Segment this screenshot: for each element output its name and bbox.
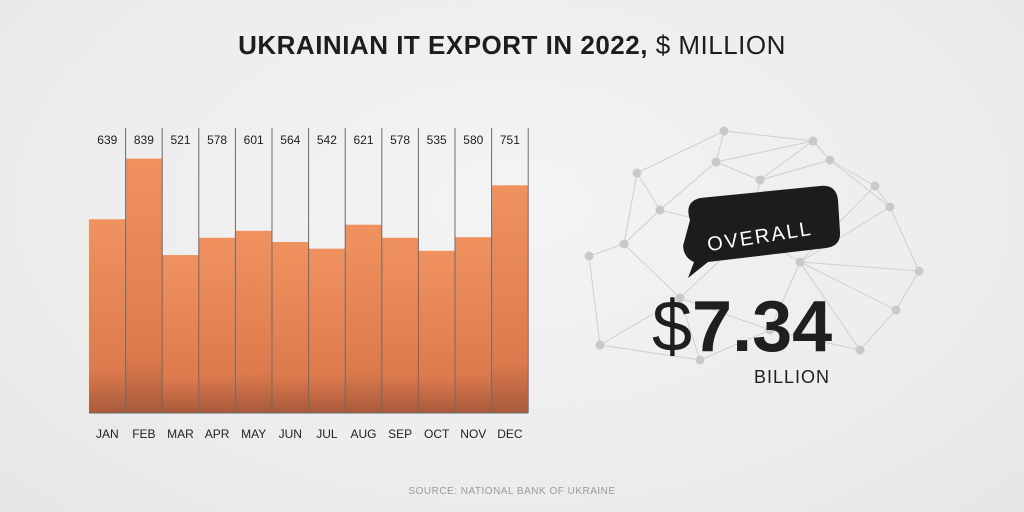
globe-node [595,340,605,350]
bar-feb [125,158,163,413]
x-tick-label: MAR [167,427,194,441]
globe-node [695,355,705,365]
bar-jan [89,219,126,413]
total-currency: $ [652,287,693,367]
data-label: 535 [427,133,447,147]
bar-nov [455,237,492,413]
bar-apr [198,237,236,413]
globe-edge [715,140,814,163]
bar-oct [418,250,455,413]
globe-edge [769,261,801,331]
data-label: 578 [390,133,410,147]
globe-node [584,251,594,261]
globe-node [870,181,880,191]
bar-sep [381,237,419,413]
data-label: 580 [463,133,483,147]
globe-edge [588,255,601,346]
total-value: $7.34 [652,286,832,368]
data-label: 751 [500,133,520,147]
globe-edge [623,172,638,245]
globe-edge [769,329,861,351]
globe-node [632,168,642,178]
x-tick-label: JUN [279,427,302,441]
globe-edge [759,140,814,181]
globe-node [719,126,729,136]
globe-edge [895,270,920,311]
total-unit: BILLION [754,367,831,387]
chart-title: UKRAINIAN IT EXPORT IN 2022, $ MILLION [0,30,1024,61]
data-label: 621 [353,133,373,147]
bar-jul [308,248,346,413]
globe-edge [623,209,661,245]
data-label: 601 [244,133,264,147]
globe-edge [759,159,831,181]
bar-may [235,230,272,413]
globe-edge [623,243,681,299]
bar-jun [272,242,309,413]
total-number: 7.34 [692,287,833,367]
globe-edge [715,161,761,181]
x-tick-label: JUL [316,427,338,441]
bar-aug [345,224,382,413]
globe-node [795,257,805,267]
globe-edge [859,309,897,351]
data-label: 578 [207,133,227,147]
globe-edge [636,172,661,211]
data-label: 839 [134,133,154,147]
globe-edge [659,161,717,211]
globe-node [711,157,721,167]
globe-edge [723,130,814,142]
globe-edge [599,297,681,346]
x-tick-label: MAY [241,427,266,441]
globe-node [675,293,685,303]
data-label: 542 [317,133,337,147]
globe-node [891,305,901,315]
globe-edge [715,130,725,163]
globe-edge [588,243,625,257]
globe-edge [799,261,920,272]
globe-node [914,266,924,276]
globe-edge [829,159,876,187]
globe-node [655,205,665,215]
globe-node [825,155,835,165]
globe-node [855,345,865,355]
globe-node [808,136,818,146]
globe-edge [679,297,701,361]
title-unit: $ MILLION [655,30,786,60]
x-tick-label: APR [205,427,230,441]
bar-mar [162,255,199,413]
x-tick-label: JAN [96,427,119,441]
globe-edge [889,206,920,272]
globe-node [619,239,629,249]
globe-node [885,202,895,212]
x-tick-label: FEB [132,427,155,441]
data-label: 639 [97,133,117,147]
data-label: 564 [280,133,300,147]
globe-node [765,325,775,335]
globe-node [755,175,765,185]
globe-edge [699,329,771,361]
bubble-shape [683,185,841,278]
globe-edge [799,261,861,351]
x-tick-label: AUG [350,427,376,441]
x-tick-label: DEC [497,427,523,441]
globe-edge [799,261,897,311]
x-tick-label: OCT [424,427,450,441]
title-main: UKRAINIAN IT EXPORT IN 2022, [238,30,648,60]
globe-edge [636,130,725,174]
bar-dec [491,185,529,413]
globe-edge [599,344,701,361]
x-tick-label: NOV [460,427,486,441]
data-label: 521 [170,133,190,147]
globe-edge [799,206,891,263]
x-tick-label: SEP [388,427,412,441]
globe-edge [829,159,891,208]
globe-edge [679,297,771,331]
source-note: SOURCE: NATIONAL BANK OF UKRAINE [408,486,616,497]
